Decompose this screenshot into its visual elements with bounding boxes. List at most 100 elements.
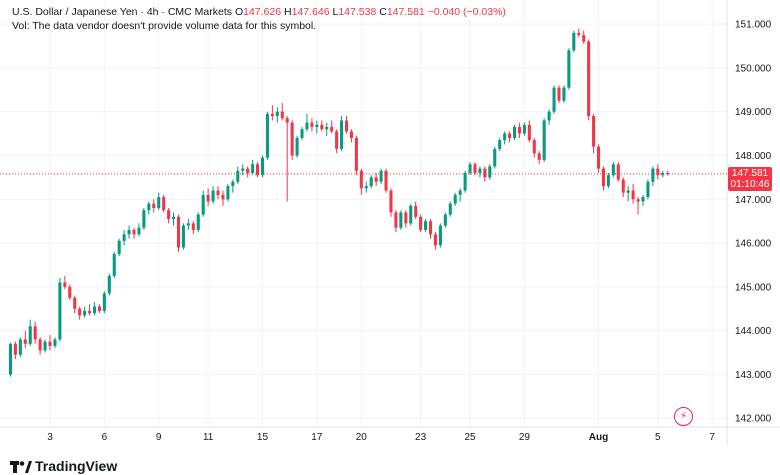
candle-down	[577, 32, 581, 36]
candle-down	[389, 190, 393, 213]
candle-up	[463, 172, 467, 191]
volume-note: Vol: The data vendor doesn't provide vol…	[12, 20, 317, 32]
candle-up	[626, 190, 630, 193]
candle-down	[152, 203, 156, 209]
candle-down	[310, 122, 314, 128]
candle-down	[532, 140, 536, 154]
close-value: 147.581	[386, 6, 425, 18]
candle-down	[592, 116, 596, 147]
x-tick-label: 17	[311, 432, 323, 443]
candle-up	[53, 339, 57, 346]
candle-down	[349, 131, 353, 138]
candle-down	[384, 170, 388, 191]
candle-down	[216, 190, 220, 195]
candle-up	[522, 124, 526, 134]
candle-down	[601, 168, 605, 187]
candle-up	[241, 168, 245, 171]
last-price-tag: 147.581 01:10:46	[728, 166, 772, 191]
candle-up	[611, 164, 615, 176]
x-tick-label: 9	[156, 432, 162, 443]
candle-down	[290, 122, 294, 156]
candle-up	[646, 181, 650, 198]
candle-up	[493, 148, 497, 167]
candle-down	[616, 164, 620, 180]
y-tick-label: 149.000	[735, 107, 772, 118]
candle-up	[142, 210, 146, 228]
candle-up	[127, 229, 131, 235]
candle-up	[18, 339, 22, 355]
candle-up	[112, 254, 116, 276]
candle-up	[606, 175, 610, 187]
change-value: −0.040 (−0.03%)	[427, 6, 506, 18]
candle-down	[206, 194, 210, 202]
candle-up	[137, 227, 141, 235]
candle-up	[251, 164, 255, 173]
candle-down	[246, 168, 250, 173]
candle-down	[636, 199, 640, 202]
candle-up	[572, 32, 576, 51]
candle-down	[33, 326, 37, 340]
candle-up	[468, 164, 472, 173]
candle-down	[167, 210, 171, 219]
candle-down	[483, 168, 487, 178]
candle-up	[28, 326, 32, 344]
candle-up	[147, 203, 151, 211]
candle-down	[63, 282, 67, 287]
candle-down	[320, 124, 324, 130]
brand-name: TradingView	[35, 458, 118, 474]
candle-up	[443, 214, 447, 226]
candle-up	[453, 194, 457, 204]
candle-down	[374, 177, 378, 182]
candle-up	[567, 50, 571, 88]
candle-down	[404, 212, 408, 224]
candle-up	[542, 120, 546, 160]
x-tick-label: 6	[102, 432, 108, 443]
candle-down	[596, 146, 601, 169]
x-tick-label: 25	[464, 432, 476, 443]
candle-up	[92, 306, 97, 314]
low-label: L	[332, 6, 339, 18]
candle-up	[117, 240, 121, 255]
candle-up	[300, 129, 304, 138]
candle-down	[473, 164, 477, 173]
bar-countdown: 01:10:46	[730, 178, 770, 190]
candle-up	[305, 122, 309, 130]
candle-up	[488, 166, 492, 178]
candle-up	[315, 124, 319, 128]
candle-up	[498, 140, 502, 149]
y-tick-label: 147.000	[735, 195, 772, 206]
candle-up	[226, 186, 230, 200]
y-tick-label: 150.000	[735, 63, 772, 74]
lightning-icon[interactable]: ⚡	[674, 407, 693, 426]
candle-up	[181, 225, 185, 248]
candle-up	[399, 212, 403, 228]
candle-down	[256, 164, 260, 176]
candle-up	[512, 127, 517, 138]
last-price-value: 147.581	[731, 167, 769, 179]
candle-up	[201, 194, 205, 215]
candle-up	[364, 186, 368, 189]
candle-down	[621, 179, 625, 193]
open-value: 147.626	[243, 6, 282, 18]
candle-up	[102, 293, 106, 311]
x-tick-label: 11	[203, 432, 214, 443]
candle-down	[508, 133, 512, 138]
y-tick-label: 151.000	[735, 20, 772, 31]
candle-down	[38, 339, 42, 351]
candle-down	[270, 113, 274, 117]
x-tick-label: 15	[257, 432, 269, 443]
candle-up	[325, 127, 329, 130]
chart-legend: U.S. Dollar / Japanese Yen · 4h · CMC Ma…	[12, 5, 506, 33]
candle-up	[265, 113, 269, 158]
candle-down	[433, 234, 437, 246]
candle-down	[666, 172, 670, 174]
candle-down	[221, 194, 225, 200]
candle-up	[260, 157, 265, 176]
y-tick-label: 143.000	[735, 370, 772, 381]
candle-up	[196, 214, 200, 230]
close-label: C	[379, 6, 387, 18]
candle-down	[527, 124, 531, 141]
candle-down	[359, 170, 363, 189]
